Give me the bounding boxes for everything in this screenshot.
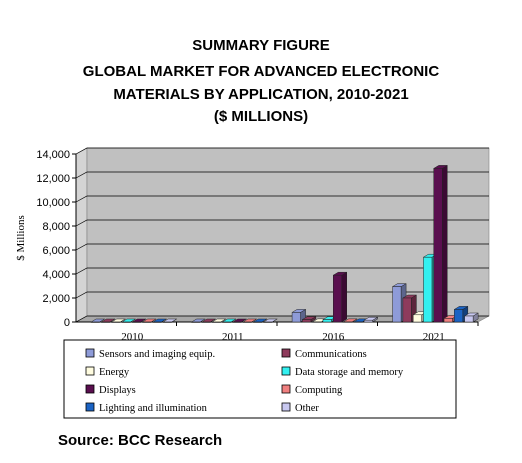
bar xyxy=(111,321,121,323)
y-tick-label: 6,000 xyxy=(42,245,70,257)
title-line-1: SUMMARY FIGURE xyxy=(192,37,330,54)
legend-label: Displays xyxy=(99,385,136,396)
y-tick-label: 10,000 xyxy=(36,197,70,209)
legend-swatch xyxy=(281,384,291,394)
legend-label: Other xyxy=(295,403,319,414)
legend-label: Computing xyxy=(295,385,343,396)
legend-swatch xyxy=(85,366,95,376)
bar xyxy=(464,315,474,323)
legend-label: Data storage and memory xyxy=(295,367,404,378)
bar xyxy=(152,321,162,323)
y-tick-label: 8,000 xyxy=(42,221,70,233)
bar xyxy=(454,309,464,323)
title-line-4: ($ MILLIONS) xyxy=(213,108,309,125)
chart-side-wall xyxy=(75,147,88,323)
legend-label: Energy xyxy=(99,367,130,378)
chart-back-wall xyxy=(86,147,490,317)
title-line-3: MATERIALS BY APPLICATION, 2010-2021 xyxy=(113,86,409,103)
y-tick-label: 4,000 xyxy=(42,269,70,281)
bar xyxy=(333,274,342,323)
legend-swatch xyxy=(281,366,291,376)
bar xyxy=(232,321,242,323)
source-note: Source: BCC Research xyxy=(58,432,223,449)
gridline xyxy=(75,267,489,275)
bar-side xyxy=(442,164,448,323)
bar xyxy=(90,321,100,323)
legend-swatch xyxy=(281,348,291,358)
gridline xyxy=(75,315,489,323)
bar xyxy=(423,256,433,323)
bar xyxy=(222,321,232,323)
bar xyxy=(242,321,252,323)
bar xyxy=(433,168,443,323)
y-axis-label: $ Millions xyxy=(15,215,27,261)
bar xyxy=(121,321,131,323)
gridline xyxy=(75,171,489,179)
bar xyxy=(353,321,363,323)
y-tick-label: 14,000 xyxy=(36,149,70,161)
bar xyxy=(402,297,412,323)
gridline xyxy=(75,219,489,227)
bar xyxy=(162,321,172,323)
legend-label: Sensors and imaging equip. xyxy=(99,349,215,360)
y-tick-label: 0 xyxy=(64,317,70,329)
gridline xyxy=(75,147,489,155)
bar xyxy=(191,321,201,323)
bar xyxy=(142,321,152,323)
bar xyxy=(291,312,301,323)
legend-label: Lighting and illumination xyxy=(99,403,208,414)
bar xyxy=(302,319,312,323)
y-tick-label: 2,000 xyxy=(42,293,70,305)
bar xyxy=(132,321,141,323)
legend-swatch xyxy=(85,348,95,358)
bar xyxy=(101,321,111,323)
y-tick-label: 12,000 xyxy=(36,173,70,185)
bar xyxy=(253,321,263,323)
gridline xyxy=(75,291,489,299)
legend-swatch xyxy=(85,402,95,412)
gridline xyxy=(75,243,489,251)
bar xyxy=(312,321,322,323)
bar xyxy=(263,321,273,323)
bar xyxy=(443,318,453,323)
bar xyxy=(363,319,373,323)
bar-side xyxy=(341,271,347,323)
bar xyxy=(343,321,353,323)
bar xyxy=(412,314,422,323)
bar xyxy=(201,321,211,323)
gridline xyxy=(75,195,489,203)
bar xyxy=(392,286,402,323)
legend-label: Communications xyxy=(295,349,367,360)
legend-swatch xyxy=(85,384,95,394)
bar xyxy=(322,319,332,323)
legend xyxy=(63,339,457,419)
legend-swatch xyxy=(281,402,291,412)
bar xyxy=(211,321,221,323)
title-line-2: GLOBAL MARKET FOR ADVANCED ELECTRONIC xyxy=(82,63,440,80)
